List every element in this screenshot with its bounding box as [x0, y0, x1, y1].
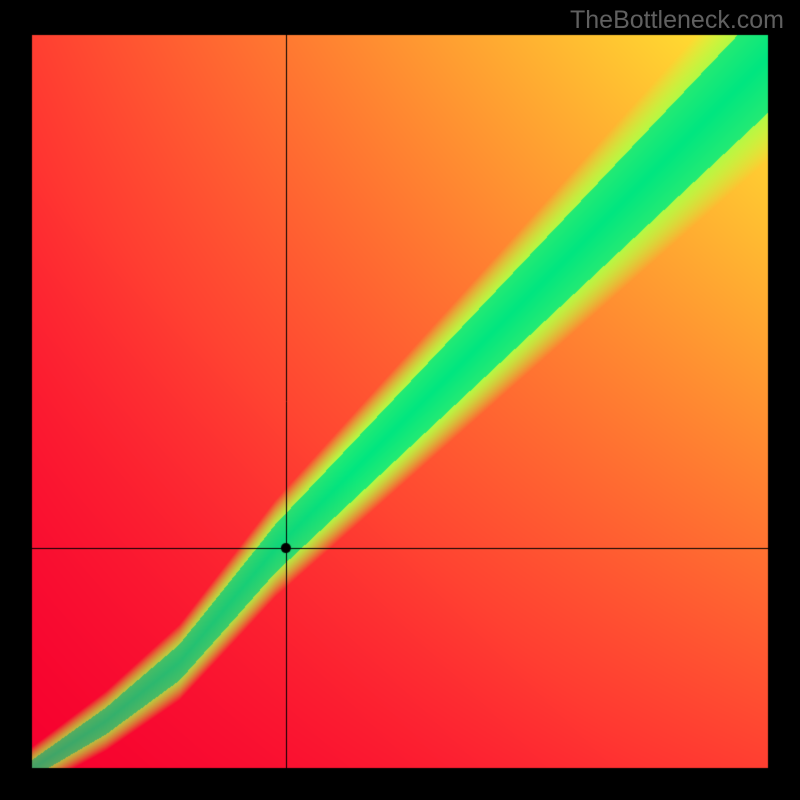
bottleneck-heatmap [0, 0, 800, 800]
watermark-label: TheBottleneck.com [570, 6, 784, 35]
chart-container: TheBottleneck.com [0, 0, 800, 800]
